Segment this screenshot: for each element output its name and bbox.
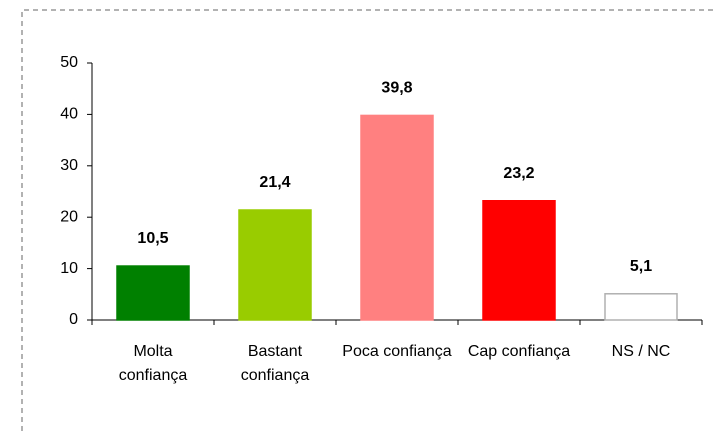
bar <box>116 265 190 321</box>
value-label: 23,2 <box>503 165 534 182</box>
x-tick-label: Poca confiança <box>342 343 452 360</box>
value-label: 10,5 <box>137 230 168 247</box>
y-tick-label: 50 <box>60 54 78 71</box>
bar <box>360 114 434 321</box>
bar <box>238 209 312 321</box>
bar <box>482 200 556 321</box>
value-label: 39,8 <box>381 80 412 97</box>
frame <box>21 9 717 431</box>
bar <box>604 293 678 321</box>
y-tick-label: 0 <box>69 311 78 328</box>
y-tick-label: 20 <box>60 208 78 225</box>
x-tick-label: Cap confiança <box>467 343 571 360</box>
y-tick-label: 40 <box>60 106 78 123</box>
value-label: 21,4 <box>259 174 290 191</box>
y-tick-label: 10 <box>60 260 78 277</box>
x-tick-label: Molta confiança <box>118 343 188 384</box>
x-tick-label: NS / NC <box>611 343 671 360</box>
y-tick-label: 30 <box>60 157 78 174</box>
x-tick-label: Bastant confiança <box>240 343 310 384</box>
value-label: 5,1 <box>630 258 652 275</box>
